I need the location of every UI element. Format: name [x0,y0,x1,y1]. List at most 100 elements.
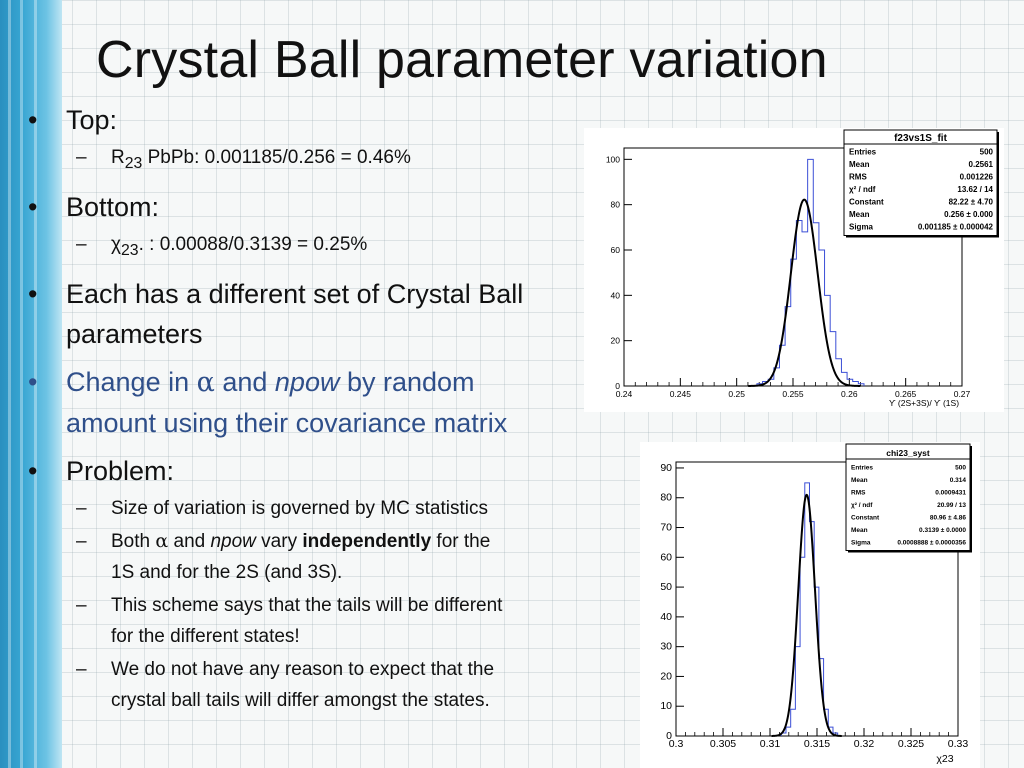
change-post: by random [339,366,475,397]
stats-value: 20.99 / 13 [937,502,966,509]
y-tick-label: 40 [660,611,672,623]
dash-marker: – [76,147,87,168]
problem-sub3-line1: This scheme says that the tails will be … [111,594,503,616]
x-axis-label: χ23 [936,753,953,765]
problem-sub4-line1: We do not have any reason to expect that… [111,658,495,680]
stats-label: Constant [849,198,884,207]
problem-sub2-post: for the [431,530,491,552]
dash-marker: – [76,233,87,255]
ratio-subscript: 23 [124,154,143,172]
x-axis-label: ϒ (2S+3S)/ ϒ (1S) [889,398,959,408]
problem-sub2-line2: 1S and for the 2S (and 3S). [111,561,343,583]
stats-value: 13.62 / 14 [957,185,993,194]
sub-bullet-problem-2: – Both α and npow vary independently for… [28,526,608,588]
stats-label: Mean [851,527,868,534]
problem-sub4-line2: crystal ball tails will differ amongst t… [111,689,490,711]
stats-label: Mean [851,477,868,484]
x-tick-label: 0.32 [854,738,875,750]
x-tick-label: 0.325 [898,738,924,750]
dash-marker: – [76,658,87,680]
y-tick-label: 20 [611,336,621,346]
problem-sub3-line2: for the different states! [111,625,300,647]
fit-curve [771,493,842,737]
stats-box [845,443,971,551]
stats-title: f23vs1S_fit [894,133,947,144]
stats-label: χ² / ndf [851,502,873,509]
bullet-dot: • [28,191,38,222]
stats-label: Sigma [851,540,871,547]
stats-value: 0.3139 ± 0.0000 [919,527,966,534]
dash-marker: – [76,594,87,616]
bullet-problem: • Problem: [28,451,608,491]
stats-value: 0.0009431 [935,490,966,497]
x-tick-label: 0.24 [616,389,633,399]
stats-label: Mean [849,160,870,169]
ratio-symbol: R [111,147,125,168]
y-tick-label: 100 [606,154,620,164]
bullet-top-text: Top: [66,105,118,135]
bullet-bottom: • Bottom: [28,187,608,227]
independently-text: independently [302,530,432,552]
chi-text: . : 0.00088/0.3139 = 0.25% [138,233,368,255]
slide-title: Crystal Ball parameter variation [96,31,828,89]
alpha-symbol: α [196,366,215,398]
bullet-dot: • [28,278,38,309]
y-tick-label: 30 [660,641,672,653]
stats-value: 82.22 ± 4.70 [949,198,994,207]
problem-label: Problem: [66,455,175,486]
bullet-dot: • [28,105,38,135]
bullet-top: • Top: [28,100,608,140]
stats-value: 0.0008888 ± 0.0000356 [897,540,966,547]
chi-symbol: χ [111,233,121,255]
stats-value: 0.256 ± 0.000 [944,210,993,219]
y-tick-label: 0 [615,381,620,391]
x-tick-label: 0.26 [841,389,858,399]
stats-value: 80.96 ± 4.86 [930,515,966,522]
y-tick-label: 10 [660,700,672,712]
y-tick-label: 50 [660,581,672,593]
stats-label: Sigma [849,223,874,232]
y-tick-label: 40 [611,290,621,300]
stats-label: Entries [851,465,873,472]
stats-box [843,129,998,236]
dash-marker: – [76,530,87,552]
sub-bullet-bottom-chi: – χ23. : 0.00088/0.3139 = 0.25% [28,229,608,266]
x-tick-label: 0.33 [948,738,969,750]
problem-sub2-and: and [168,530,211,552]
npow-text: npow [210,530,256,552]
x-tick-label: 0.305 [710,738,736,750]
sub-bullet-problem-1: – Size of variation is governed by MC st… [28,493,608,524]
x-tick-label: 0.255 [782,389,804,399]
problem-sub2-pre: Both [111,530,156,552]
params-line1: Each has a different set of Crystal Ball [66,278,524,309]
bottom-histogram-chart: 0.3 0.305 0.31 0.315 0.32 0.325 0.33 0 10 20 30 40 5… [660,443,972,765]
params-line2: parameters [66,318,203,349]
bullet-dot: • [28,366,38,397]
band-stripe [8,0,11,768]
x-tick-label: 0.245 [670,389,692,399]
stats-label: Constant [851,515,880,522]
dash-marker: – [76,497,87,519]
y-tick-label: 90 [660,462,672,474]
stats-label: Mean [849,210,870,219]
x-tick-label: 0.265 [895,389,917,399]
top-histogram-chart: 0.24 0.245 0.25 0.255 0.26 0.265 0.27 0 20 40 60 80… [606,129,999,408]
x-tick-label: 0.31 [760,738,781,750]
sub-bullet-top-ratio: – R23 PbPb: 0.001185/0.256 = 0.46% [28,142,608,179]
y-tick-label: 60 [660,551,672,563]
fit-curve [748,198,861,387]
change-and: and [214,366,275,397]
x-tick-label: 0.27 [954,389,971,399]
stats-label: RMS [849,173,867,182]
chi-subscript: 23 [120,241,139,259]
y-tick-label: 80 [611,200,621,210]
x-tick-label: 0.315 [804,738,830,750]
stats-value: 0.2561 [969,160,994,169]
y-tick-label: 70 [660,522,672,534]
stats-label: Entries [849,148,877,157]
y-tick-label: 20 [660,670,672,682]
change-pre: Change in [66,366,197,397]
bullet-list: • Top: – R23 PbPb: 0.001185/0.256 = 0.46… [28,100,608,716]
bullet-change: • Change in α and npow by random amount … [28,362,608,443]
bullet-dot: • [28,455,38,486]
